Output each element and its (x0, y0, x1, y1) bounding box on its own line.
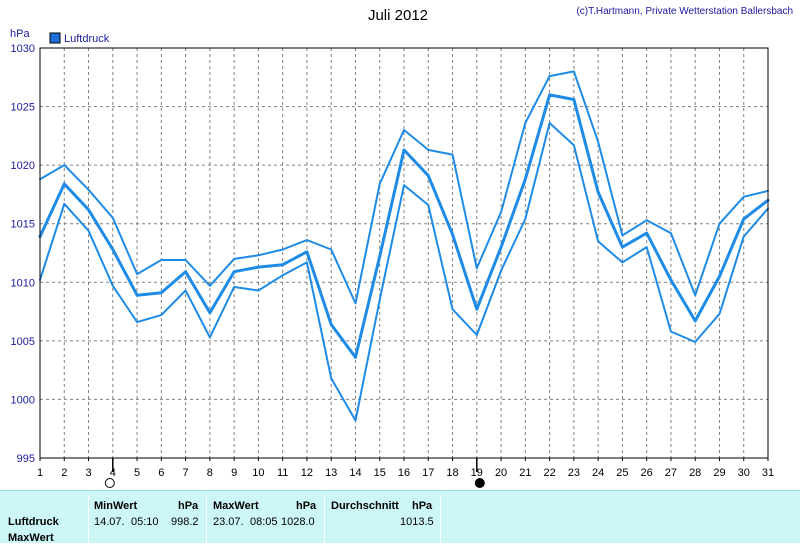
series-lines (38, 70, 770, 422)
x-tick-label: 4 (110, 467, 116, 479)
column-separator (440, 495, 441, 544)
column-separator (324, 495, 325, 544)
x-tick-label: 3 (85, 467, 91, 479)
y-tick-label: 1015 (11, 219, 35, 231)
y-tick-label: 1000 (11, 394, 35, 406)
y-tick-label: 1005 (11, 336, 35, 348)
x-tick-label: 20 (495, 467, 507, 479)
y-tick-labels: 995 1000 1005 1010 1015 1020 1025 1030 (11, 43, 35, 465)
column-separator (88, 495, 89, 544)
x-tick-label: 23 (568, 467, 580, 479)
series-line-avg (38, 93, 770, 359)
x-tick-label: 25 (616, 467, 628, 479)
x-tick-label: 29 (713, 467, 725, 479)
min-time: 05:10 (131, 516, 159, 528)
new-moon-icon (474, 478, 485, 488)
row-label-luftdruck: Luftdruck (8, 516, 59, 528)
plot-frame (39, 47, 769, 459)
y-tick-label: 1020 (11, 160, 35, 172)
legend-label: Luftdruck (64, 33, 110, 45)
x-tick-label: 12 (301, 467, 313, 479)
avg-unit: hPa (412, 500, 433, 512)
x-tick-label: 19 (471, 467, 483, 479)
y-tick-label: 1030 (11, 43, 35, 55)
x-tick-label: 14 (349, 467, 361, 479)
y-axis-unit: hPa (10, 28, 30, 40)
x-tick-label: 18 (446, 467, 458, 479)
y-tick-label: 995 (17, 453, 35, 465)
x-tick-label: 5 (134, 467, 140, 479)
min-value: 998.2 (171, 516, 199, 528)
max-date: 23.07. (213, 516, 244, 528)
x-tick-label: 7 (183, 467, 189, 479)
x-tick-label: 2 (61, 467, 67, 479)
x-tick-label: 13 (325, 467, 337, 479)
avg-value: 1013.5 (400, 516, 434, 528)
x-tick-label: 17 (422, 467, 434, 479)
column-separator (206, 495, 207, 544)
x-tick-label: 15 (374, 467, 386, 479)
statistics-panel: Luftdruck MaxWert MinWert hPa 14.07. 05:… (0, 490, 800, 544)
x-tick-label: 11 (277, 467, 288, 479)
row-label-maxwert: MaxWert (8, 532, 54, 544)
max-time: 08:05 (250, 516, 278, 528)
min-unit: hPa (178, 500, 199, 512)
x-tick-label: 10 (252, 467, 264, 479)
legend-swatch (49, 32, 61, 44)
chart-title: Juli 2012 (368, 7, 428, 24)
grid (40, 48, 768, 458)
series-line-min (39, 122, 769, 422)
x-tick-label: 28 (689, 467, 701, 479)
min-header: MinWert (94, 500, 138, 512)
x-tick-label: 31 (762, 467, 774, 479)
series-line-max (39, 70, 769, 305)
x-tick-label: 24 (592, 467, 604, 479)
avg-header: Durchschnitt (331, 500, 399, 512)
x-tick-labels: 1 2 3 4 5 6 7 8 9 10 11 12 13 14 15 16 17 18 19 20 21 22 23 24 2… (37, 467, 774, 479)
max-header: MaxWert (213, 500, 259, 512)
x-tick-label: 26 (641, 467, 653, 479)
x-tick-label: 21 (519, 467, 531, 479)
credit-text: (c)T.Hartmann, Private Wetterstation Bal… (576, 6, 793, 17)
max-unit: hPa (296, 500, 317, 512)
x-tick-label: 22 (543, 467, 555, 479)
moon-phase-markers (104, 458, 485, 488)
x-tick-label: 16 (398, 467, 410, 479)
x-tick-label: 9 (231, 467, 237, 479)
pressure-chart: Juli 2012 (c)T.Hartmann, Private Wetters… (10, 6, 793, 488)
x-tick-label: 27 (665, 467, 677, 479)
full-moon-icon (104, 478, 115, 488)
min-date: 14.07. (94, 516, 125, 528)
x-tick-label: 8 (207, 467, 213, 479)
y-tick-label: 1010 (11, 277, 35, 289)
max-value: 1028.0 (281, 516, 315, 528)
y-tick-label: 1025 (11, 102, 35, 114)
x-tick-label: 6 (158, 467, 164, 479)
x-tick-label: 1 (37, 467, 43, 479)
x-tick-label: 30 (738, 467, 750, 479)
